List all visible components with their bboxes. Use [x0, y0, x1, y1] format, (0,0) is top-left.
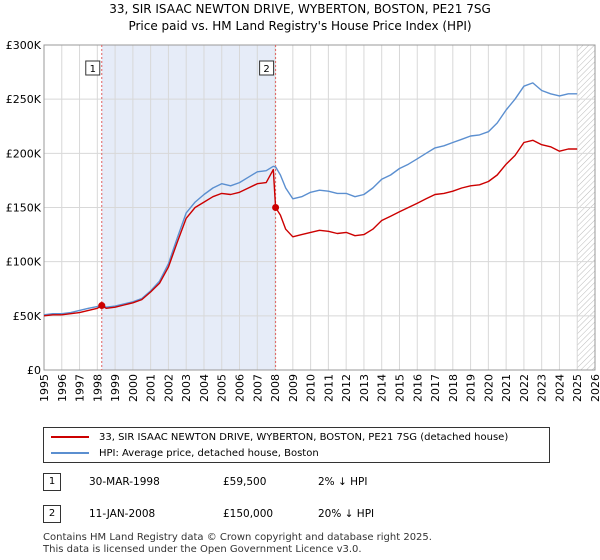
x-tick-label: 2005 — [216, 374, 229, 402]
x-tick-label: 2006 — [234, 374, 247, 402]
sale-marker-label: 2 — [263, 64, 269, 75]
x-tick-label: 2008 — [269, 374, 282, 402]
chart-title: 33, SIR ISAAC NEWTON DRIVE, WYBERTON, BO… — [109, 2, 491, 16]
sale-date: 11-JAN-2008 — [89, 508, 156, 520]
y-tick-label: £250K — [6, 93, 42, 106]
chart-legend: 33, SIR ISAAC NEWTON DRIVE, WYBERTON, BO… — [43, 427, 550, 463]
legend-entry-hpi: HPI: Average price, detached house, Bost… — [51, 446, 319, 460]
sale-date: 30-MAR-1998 — [89, 476, 160, 488]
x-tick-label: 2023 — [536, 374, 549, 402]
x-tick-label: 2020 — [482, 374, 495, 402]
legend-swatch-property — [51, 436, 89, 438]
y-tick-label: £200K — [6, 147, 42, 160]
x-tick-label: 2002 — [162, 374, 175, 402]
y-tick-label: £150K — [6, 202, 42, 215]
x-tick-label: 2024 — [553, 374, 566, 402]
x-tick-label: 2017 — [429, 374, 442, 402]
x-tick-label: 2003 — [180, 374, 193, 402]
chart-subtitle: Price paid vs. HM Land Registry's House … — [128, 19, 472, 33]
x-tick-label: 2019 — [465, 374, 478, 402]
y-tick-label: £0 — [27, 364, 41, 377]
x-tick-label: 2014 — [376, 374, 389, 402]
x-tick-label: 2007 — [251, 374, 264, 402]
sale-number-badge: 1 — [43, 473, 61, 491]
footer-licence: This data is licensed under the Open Gov… — [43, 544, 362, 555]
x-tick-label: 2012 — [340, 374, 353, 402]
sale-marker-box — [85, 60, 101, 76]
sale-point — [272, 204, 280, 211]
x-tick-label: 2010 — [305, 374, 318, 402]
sale-price: £59,500 — [223, 476, 267, 488]
x-tick-label: 2025 — [571, 374, 584, 402]
sale-hpi-diff: 2% ↓ HPI — [318, 476, 368, 488]
sale-price: £150,000 — [223, 508, 274, 520]
legend-entry-property: 33, SIR ISAAC NEWTON DRIVE, WYBERTON, BO… — [51, 430, 508, 444]
x-tick-label: 1999 — [109, 374, 122, 402]
x-tick-label: 2004 — [198, 374, 211, 402]
sale-point — [98, 302, 106, 310]
x-tick-label: 1998 — [91, 374, 104, 402]
x-tick-label: 2026 — [589, 374, 600, 402]
x-tick-label: 2021 — [500, 374, 513, 402]
legend-label-property: 33, SIR ISAAC NEWTON DRIVE, WYBERTON, BO… — [99, 431, 509, 443]
x-tick-label: 2013 — [358, 374, 371, 402]
x-tick-label: 1995 — [38, 374, 51, 402]
x-tick-label: 1997 — [74, 374, 87, 402]
x-tick-label: 2001 — [145, 374, 158, 402]
x-tick-label: 2011 — [322, 374, 335, 402]
x-tick-label: 2015 — [393, 374, 406, 402]
plot-border — [43, 44, 596, 371]
sale-marker-label: 1 — [90, 64, 96, 75]
y-tick-label: £50K — [13, 310, 42, 323]
price-chart: £0 £50K £100K £150K £200K £250K £300K 1995 1996 1… — [6, 39, 600, 402]
y-tick-label: £300K — [6, 39, 42, 52]
legend-label-hpi: HPI: Average price, detached house, Bost… — [99, 447, 319, 459]
property-price-line — [43, 139, 578, 317]
sale-hpi-diff: 20% ↓ HPI — [318, 508, 375, 520]
x-tick-label: 2022 — [518, 374, 531, 402]
x-tick-label: 2000 — [127, 374, 140, 402]
hpi-line — [43, 82, 578, 316]
x-tick-label: 2018 — [447, 374, 460, 402]
x-tick-label: 1996 — [56, 374, 69, 402]
x-tick-label: 2016 — [411, 374, 424, 402]
y-tick-label: £100K — [6, 256, 42, 269]
footer-copyright: Contains HM Land Registry data © Crown c… — [43, 532, 432, 543]
sale-number-badge: 2 — [43, 505, 61, 523]
sale-marker-box — [259, 60, 275, 76]
legend-swatch-hpi — [51, 452, 89, 454]
x-tick-label: 2009 — [287, 374, 300, 402]
